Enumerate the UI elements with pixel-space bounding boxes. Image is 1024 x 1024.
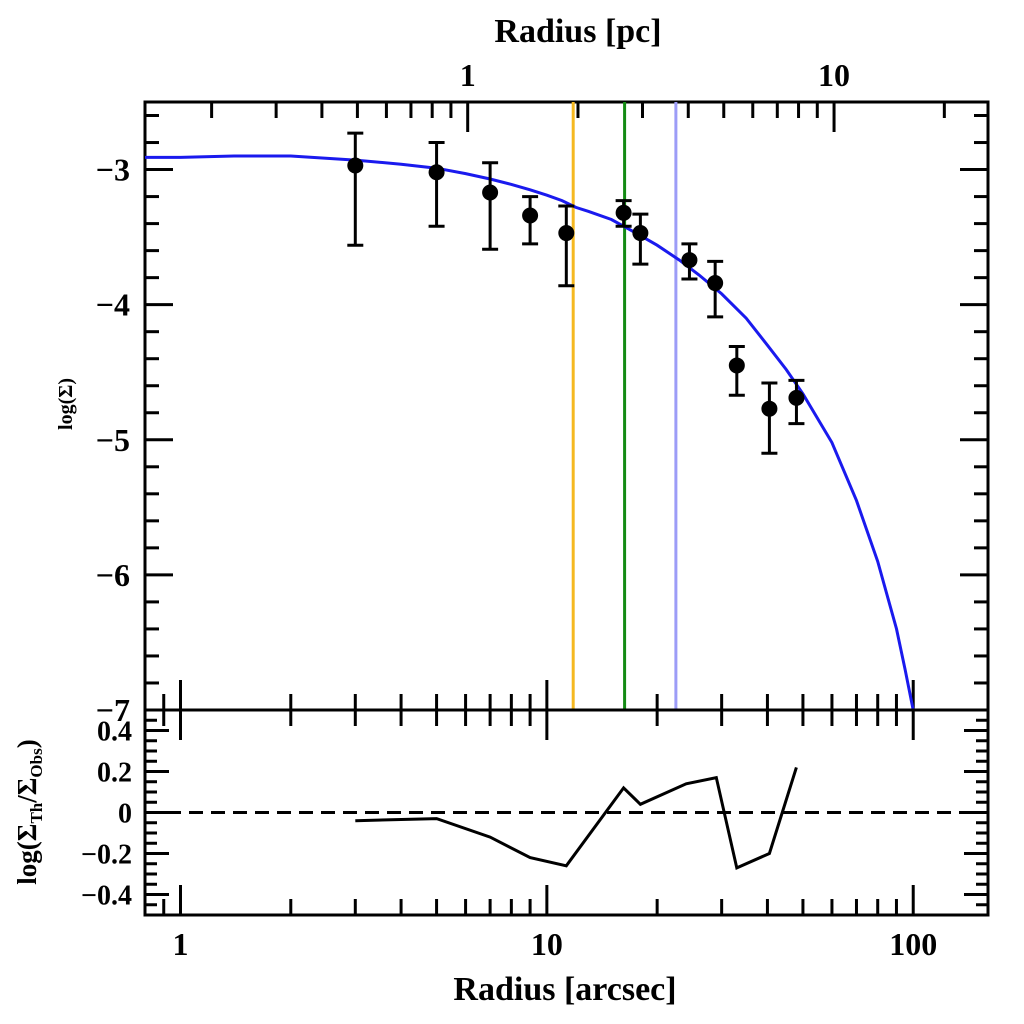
data-point xyxy=(681,242,698,281)
bottom-x-axis-title: Radius [arcsec] xyxy=(453,971,676,1008)
model-curve-group xyxy=(145,154,915,710)
data-marker xyxy=(788,389,805,406)
data-point xyxy=(347,131,364,247)
data-points-group xyxy=(347,131,805,455)
residual-ylabel-mid: /Σ xyxy=(12,778,42,804)
bottom-x-tick-label: 10 xyxy=(531,926,563,962)
model-curve xyxy=(145,154,915,710)
y-tick-label: −3 xyxy=(96,152,130,188)
top-x-tick-labels: 1 10 xyxy=(460,57,850,93)
data-marker xyxy=(482,184,499,201)
res-y-tick-label: −0.2 xyxy=(81,840,132,871)
residual-ylabel-suffix: ) xyxy=(12,739,42,748)
data-marker xyxy=(347,157,364,174)
data-marker xyxy=(681,252,698,269)
main-panel: −3 −4 −5 −6 −7 1 10 Radius [pc] log(Σ) xyxy=(55,13,990,728)
residual-ylabel-sub2: Obs xyxy=(27,748,46,778)
residual-ylabel-sub1: Th xyxy=(27,802,46,823)
data-point xyxy=(788,378,805,426)
data-point xyxy=(761,381,778,455)
main-y-axis-title: log(Σ) xyxy=(55,378,77,430)
residual-line xyxy=(355,766,798,871)
data-marker xyxy=(632,225,649,242)
data-marker xyxy=(728,357,745,374)
data-point xyxy=(632,212,649,266)
data-point xyxy=(707,259,724,319)
top-x-tick-label: 10 xyxy=(818,57,850,93)
residual-ticks xyxy=(145,710,988,915)
bottom-x-tick-labels: 1 10 100 xyxy=(173,926,938,962)
y-tick-label: −4 xyxy=(96,287,130,323)
res-y-tick-label: 0.2 xyxy=(97,758,132,789)
data-point xyxy=(482,161,499,251)
data-marker xyxy=(522,207,539,224)
residual-y-axis-title: log(ΣTh/ΣObs) xyxy=(12,739,46,884)
y-tick-label: −5 xyxy=(96,422,130,458)
y-tick-label: −6 xyxy=(96,557,130,593)
vertical-lines xyxy=(571,102,678,710)
data-marker xyxy=(761,400,778,417)
residual-y-tick-labels: 0.4 0.2 0 −0.2 −0.4 xyxy=(81,717,132,912)
main-plot-frame xyxy=(143,100,990,712)
data-marker xyxy=(558,225,575,242)
top-x-axis-title: Radius [pc] xyxy=(494,13,661,50)
data-marker xyxy=(428,164,445,181)
data-point xyxy=(558,204,575,288)
data-marker xyxy=(707,275,724,292)
residual-ylabel-prefix: log(Σ xyxy=(12,824,42,885)
top-x-tick-label: 1 xyxy=(460,57,476,93)
residual-series-group xyxy=(355,766,798,871)
y-tick-label: −7 xyxy=(96,692,130,728)
bottom-x-tick-label: 1 xyxy=(173,926,189,962)
main-ticks xyxy=(145,102,988,712)
bottom-x-tick-label: 100 xyxy=(889,926,937,962)
residual-panel: 0.4 0.2 0 −0.2 −0.4 1 10 100 Radius [arcsec] l… xyxy=(12,708,990,1008)
data-point xyxy=(522,195,539,246)
data-point xyxy=(428,141,445,228)
res-y-tick-label: 0.4 xyxy=(97,717,132,748)
data-marker xyxy=(615,204,632,221)
main-y-tick-labels: −3 −4 −5 −6 −7 xyxy=(96,152,130,728)
data-point xyxy=(728,345,745,397)
res-y-tick-label: −0.4 xyxy=(81,881,132,912)
data-point xyxy=(615,199,632,228)
res-y-tick-label: 0 xyxy=(118,799,132,830)
